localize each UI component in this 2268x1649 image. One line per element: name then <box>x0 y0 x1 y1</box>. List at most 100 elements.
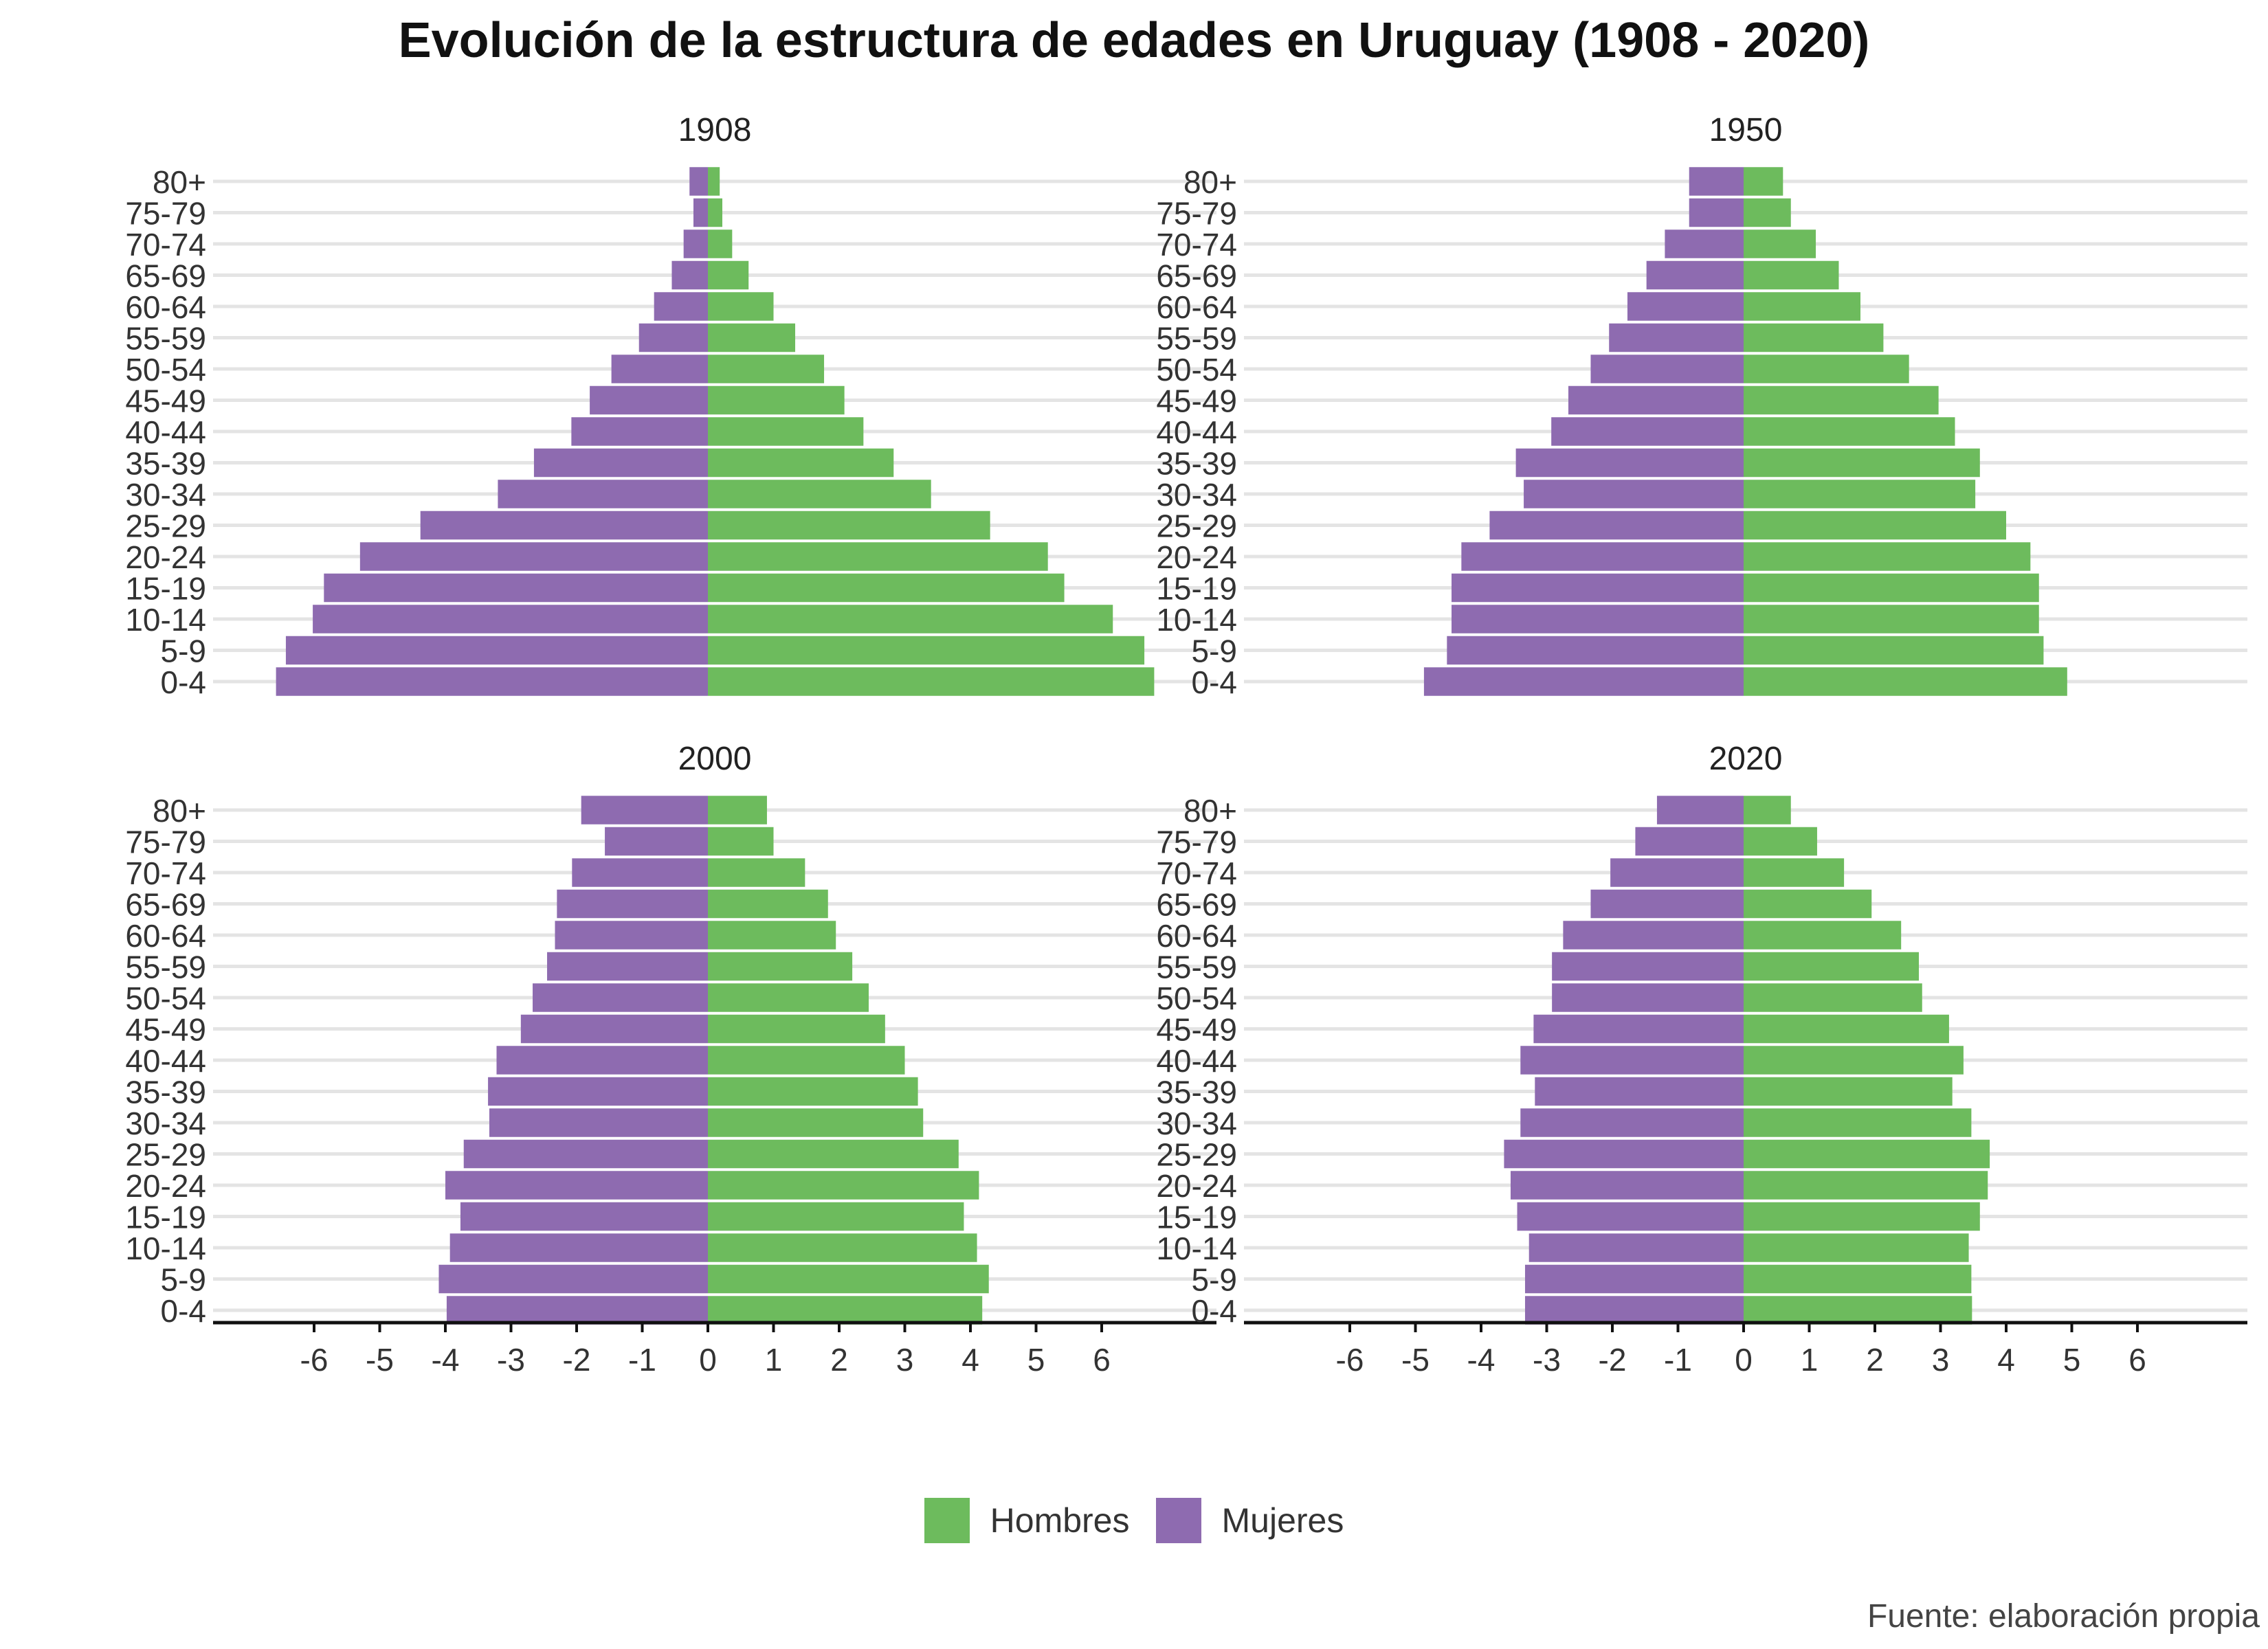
bar-1950-hombres-75-79 <box>1744 198 1791 227</box>
legend-item-hombres: Hombres <box>924 1498 1130 1543</box>
y-tick-label-1950-60-64: 60-64 <box>1156 289 1237 325</box>
bar-2000-hombres-40-44 <box>708 1046 905 1075</box>
y-tick-label-2000-20-24: 20-24 <box>125 1168 206 1204</box>
x-tick-label-2000--1: -1 <box>628 1342 656 1378</box>
panel-title-2000: 2000 <box>678 741 752 777</box>
bar-2000-hombres-50-54 <box>708 983 869 1012</box>
bar-1908-hombres-35-39 <box>708 448 894 478</box>
y-tick-label-2000-10-14: 10-14 <box>125 1231 206 1266</box>
x-tick-label-2020--2: -2 <box>1599 1342 1627 1378</box>
y-tick-label-2020-80+: 80+ <box>1183 793 1237 829</box>
bar-2020-hombres-60-64 <box>1744 921 1902 950</box>
y-tick-label-1950-25-29: 25-29 <box>1156 508 1237 544</box>
y-tick-label-2000-65-69: 65-69 <box>125 887 206 923</box>
bar-1908-mujeres-45-49 <box>590 385 708 415</box>
x-tick-label-2020-1: 1 <box>1801 1342 1819 1378</box>
bar-2000-hombres-35-39 <box>708 1077 918 1106</box>
y-tick-label-1908-60-64: 60-64 <box>125 289 206 325</box>
bar-1908-mujeres-10-14 <box>313 605 709 633</box>
bar-2000-mujeres-35-39 <box>488 1077 708 1106</box>
y-tick-label-2000-5-9: 5-9 <box>161 1262 206 1298</box>
bar-2000-hombres-15-19 <box>708 1202 964 1231</box>
bar-1950-hombres-60-64 <box>1744 292 1860 321</box>
y-tick-label-1950-0-4: 0-4 <box>1192 664 1237 700</box>
bar-1908-hombres-30-34 <box>708 480 931 508</box>
x-tick-label-2000-4: 4 <box>961 1342 979 1378</box>
y-tick-label-1950-55-59: 55-59 <box>1156 321 1237 357</box>
bar-2020-hombres-35-39 <box>1744 1077 1953 1106</box>
bar-2020-mujeres-80+ <box>1656 796 1744 824</box>
x-tick-label-2020--1: -1 <box>1664 1342 1692 1378</box>
bar-2000-hombres-80+ <box>708 796 767 824</box>
bar-1950-hombres-0-4 <box>1744 667 2067 696</box>
x-tick-label-2000-0: 0 <box>699 1342 717 1378</box>
y-tick-label-1950-40-44: 40-44 <box>1156 414 1237 450</box>
bar-1908-hombres-0-4 <box>708 667 1155 696</box>
bar-1950-hombres-35-39 <box>1744 448 1980 478</box>
x-tick-label-2000--2: -2 <box>563 1342 591 1378</box>
y-tick-label-2000-45-49: 45-49 <box>125 1012 206 1048</box>
y-tick-label-1908-75-79: 75-79 <box>125 196 206 232</box>
bar-2000-hombres-5-9 <box>708 1264 989 1294</box>
bar-2000-mujeres-0-4 <box>446 1296 708 1325</box>
bar-2020-hombres-5-9 <box>1744 1264 1972 1294</box>
y-tick-label-1908-30-34: 30-34 <box>125 477 206 513</box>
bar-1950-mujeres-55-59 <box>1609 323 1744 352</box>
x-tick-label-2020-0: 0 <box>1735 1342 1753 1378</box>
y-tick-label-1908-50-54: 50-54 <box>125 352 206 388</box>
y-tick-label-2020-30-34: 30-34 <box>1156 1106 1237 1141</box>
y-tick-label-2020-25-29: 25-29 <box>1156 1137 1237 1173</box>
x-tick-label-2000-1: 1 <box>765 1342 783 1378</box>
x-tick-label-2020-3: 3 <box>1932 1342 1950 1378</box>
bar-1908-hombres-10-14 <box>708 605 1113 633</box>
y-tick-label-2020-35-39: 35-39 <box>1156 1075 1237 1110</box>
bar-2000-mujeres-40-44 <box>496 1046 708 1075</box>
y-tick-label-1950-70-74: 70-74 <box>1156 227 1237 262</box>
x-tick-label-2020--4: -4 <box>1467 1342 1496 1378</box>
bar-2000-mujeres-25-29 <box>463 1139 708 1169</box>
x-tick-label-2020-6: 6 <box>2128 1342 2146 1378</box>
bar-2020-hombres-20-24 <box>1744 1171 1988 1200</box>
y-tick-label-2020-70-74: 70-74 <box>1156 855 1237 891</box>
bar-1950-hombres-55-59 <box>1744 323 1884 352</box>
y-tick-label-2020-55-59: 55-59 <box>1156 950 1237 985</box>
bar-2000-hombres-30-34 <box>708 1108 924 1137</box>
bar-2020-mujeres-45-49 <box>1533 1014 1744 1044</box>
bar-2000-mujeres-80+ <box>581 796 708 824</box>
bar-1950-hombres-5-9 <box>1744 636 2044 665</box>
y-tick-label-2020-20-24: 20-24 <box>1156 1168 1237 1204</box>
bar-2020-hombres-70-74 <box>1744 858 1845 887</box>
bar-1950-hombres-15-19 <box>1744 573 2039 603</box>
bar-1908-hombres-55-59 <box>708 323 796 352</box>
bar-1908-hombres-75-79 <box>708 198 723 227</box>
bar-1950-mujeres-50-54 <box>1590 355 1744 383</box>
y-tick-label-1908-0-4: 0-4 <box>161 664 206 700</box>
bar-2000-mujeres-65-69 <box>557 889 708 919</box>
y-tick-label-1908-20-24: 20-24 <box>125 539 206 575</box>
y-tick-label-1950-15-19: 15-19 <box>1156 571 1237 607</box>
panel-title-2020: 2020 <box>1709 741 1783 777</box>
bar-2020-mujeres-5-9 <box>1524 1264 1744 1294</box>
bar-2000-mujeres-30-34 <box>489 1108 708 1137</box>
bar-2020-hombres-25-29 <box>1744 1139 1990 1169</box>
bar-2000-mujeres-15-19 <box>460 1202 708 1231</box>
bar-1950-mujeres-30-34 <box>1524 480 1744 508</box>
bar-2000-mujeres-10-14 <box>449 1233 708 1262</box>
bar-1950-mujeres-10-14 <box>1452 605 1744 633</box>
y-tick-label-1908-55-59: 55-59 <box>125 321 206 357</box>
y-tick-label-1908-70-74: 70-74 <box>125 227 206 262</box>
bar-1950-mujeres-70-74 <box>1665 229 1744 258</box>
x-tick-label-2020-5: 5 <box>2063 1342 2081 1378</box>
x-tick-label-2000--6: -6 <box>300 1342 329 1378</box>
bar-2000-hombres-45-49 <box>708 1014 885 1044</box>
bar-2000-hombres-0-4 <box>708 1296 983 1325</box>
bar-1908-hombres-40-44 <box>708 417 864 446</box>
bar-2000-hombres-60-64 <box>708 921 836 950</box>
bar-2020-hombres-80+ <box>1744 796 1791 824</box>
y-tick-label-2000-70-74: 70-74 <box>125 855 206 891</box>
bar-2020-hombres-30-34 <box>1744 1108 1972 1137</box>
bar-1908-mujeres-60-64 <box>654 292 708 321</box>
y-tick-label-2000-15-19: 15-19 <box>125 1200 206 1235</box>
bar-2020-mujeres-20-24 <box>1510 1171 1744 1200</box>
bar-1950-hombres-80+ <box>1744 167 1783 196</box>
